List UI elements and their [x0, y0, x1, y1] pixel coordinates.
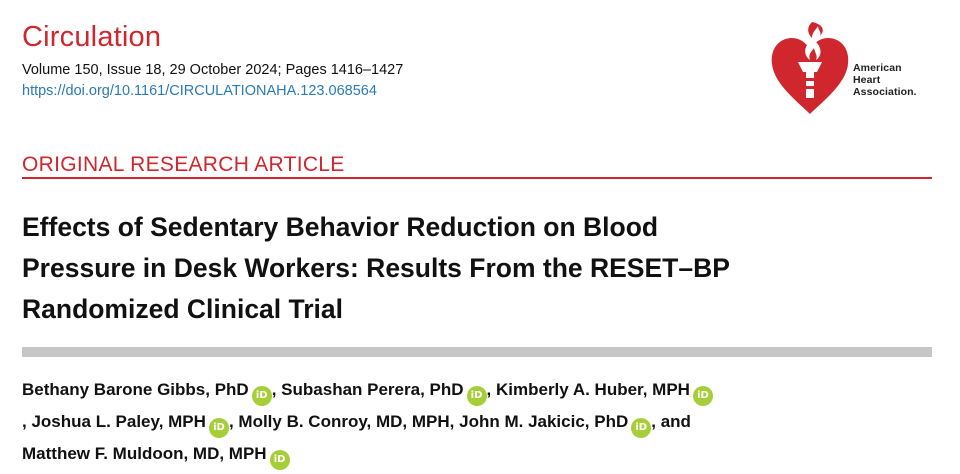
- and-conjunction: and: [660, 412, 691, 431]
- author-2[interactable]: Subashan Perera, PhD: [281, 380, 464, 399]
- author-7[interactable]: Matthew F. Muldoon, MD, MPH: [22, 444, 267, 463]
- heart-torch-icon: [771, 22, 849, 114]
- author-name[interactable]: Kimberly A. Huber, MPH iD: [495, 380, 713, 406]
- title-line-3: Randomized Clinical Trial: [22, 294, 344, 324]
- title-divider-bar: [22, 347, 932, 357]
- doi-link[interactable]: https://doi.org/10.1161/CIRCULATIONAHA.1…: [22, 83, 377, 99]
- orcid-icon[interactable]: iD: [251, 386, 272, 406]
- orcid-icon[interactable]: iD: [631, 418, 652, 438]
- logo-line-2: Heart: [853, 74, 881, 86]
- author-3[interactable]: Kimberly A. Huber, MPH: [495, 380, 690, 399]
- separator: ,: [228, 412, 234, 431]
- author-line-3: Matthew F. Muldoon, MD, MPH iD: [22, 438, 932, 470]
- orcid-icon[interactable]: iD: [269, 450, 290, 470]
- author-name[interactable]: John M. Jakicic, PhD iD: [459, 412, 652, 438]
- author-name[interactable]: Subashan Perera, PhD iD: [281, 380, 487, 406]
- section-divider: [22, 177, 932, 179]
- separator: ,: [271, 380, 277, 399]
- aha-logo: American Heart Association.: [768, 18, 938, 116]
- article-title: Effects of Sedentary Behavior Reduction …: [22, 207, 922, 330]
- volume-info: Volume 150, Issue 18, 29 October 2024; P…: [22, 62, 404, 78]
- aha-logo-text: American Heart Association.: [853, 62, 917, 98]
- author-5[interactable]: Molly B. Conroy, MD, MPH: [238, 412, 450, 431]
- orcid-icon[interactable]: iD: [692, 386, 713, 406]
- separator: ,: [22, 412, 27, 431]
- separator: ,: [651, 412, 656, 431]
- logo-line-3: Association.: [853, 86, 917, 98]
- author-name[interactable]: Molly B. Conroy, MD, MPH: [238, 412, 449, 431]
- author-4[interactable]: Joshua L. Paley, MPH: [31, 412, 206, 431]
- separator: ,: [486, 380, 492, 399]
- author-name[interactable]: Bethany Barone Gibbs, PhD iD: [22, 380, 272, 406]
- title-line-2: Pressure in Desk Workers: Results From t…: [22, 253, 730, 283]
- author-line-2: , Joshua L. Paley, MPH iD, Molly B. Conro…: [22, 406, 932, 438]
- author-line-1: Bethany Barone Gibbs, PhD iD, Subashan Pe…: [22, 374, 932, 406]
- author-list: Bethany Barone Gibbs, PhD iD, Subashan Pe…: [22, 374, 932, 470]
- title-line-1: Effects of Sedentary Behavior Reduction …: [22, 212, 659, 242]
- author-name[interactable]: Matthew F. Muldoon, MD, MPH iD: [22, 444, 290, 470]
- author-name[interactable]: Joshua L. Paley, MPH iD: [31, 412, 229, 438]
- separator: ,: [449, 412, 455, 431]
- orcid-icon[interactable]: iD: [208, 418, 229, 438]
- author-6[interactable]: John M. Jakicic, PhD: [459, 412, 629, 431]
- logo-line-1: American: [853, 62, 902, 74]
- article-type: ORIGINAL RESEARCH ARTICLE: [22, 153, 345, 176]
- orcid-icon[interactable]: iD: [466, 386, 487, 406]
- author-1[interactable]: Bethany Barone Gibbs, PhD: [22, 380, 249, 399]
- journal-name: Circulation: [22, 21, 162, 53]
